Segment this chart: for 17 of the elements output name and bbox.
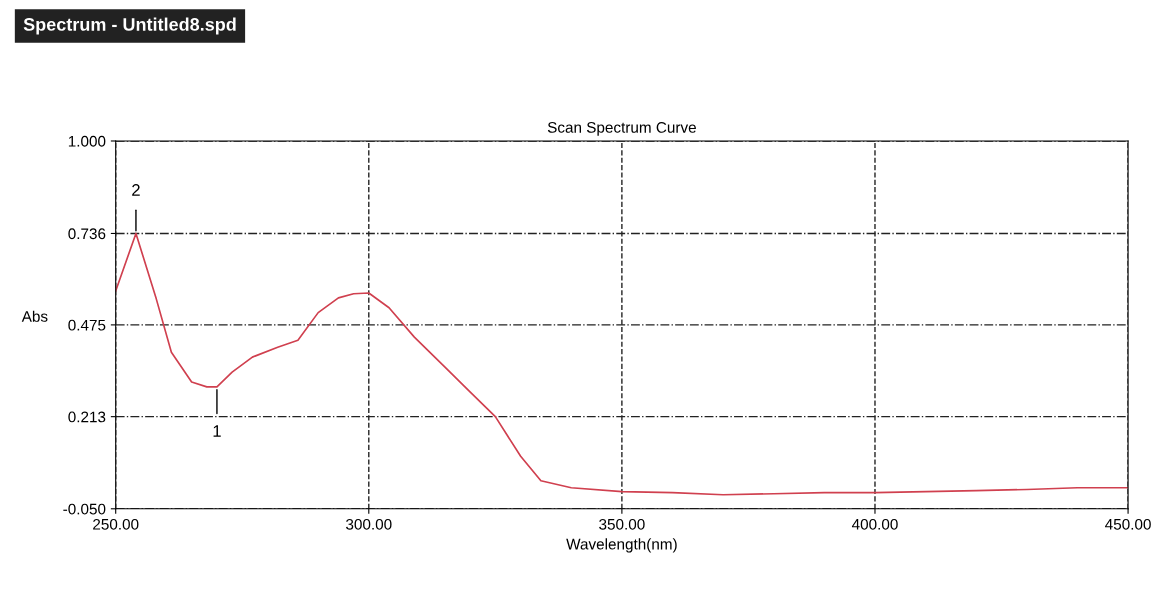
chart-title: Spectrum - Untitled8.spd [23,17,236,35]
chart-subtitle: Scan Spectrum Curve [547,121,696,136]
y-axis-title: Abs [21,310,48,322]
y-tick-label: -0.050 [63,503,106,515]
annotation: 2 [132,184,140,196]
y-tick-label: 0.213 [68,411,106,423]
annotation: 1 [213,425,221,437]
x-tick-label: 250.00 [93,518,139,530]
x-tick-label: 350.00 [599,518,645,530]
x-tick-label: 300.00 [346,518,392,530]
x-tick-label: 450.00 [1105,518,1151,530]
x-axis-title: Wavelength(nm) [566,538,677,553]
y-tick-label: 0.475 [68,319,106,331]
y-tick-label: 0.736 [68,228,106,240]
x-tick-label: 400.00 [851,518,898,530]
line-series [115,232,1129,496]
y-tick-label: 1.000 [68,135,106,147]
